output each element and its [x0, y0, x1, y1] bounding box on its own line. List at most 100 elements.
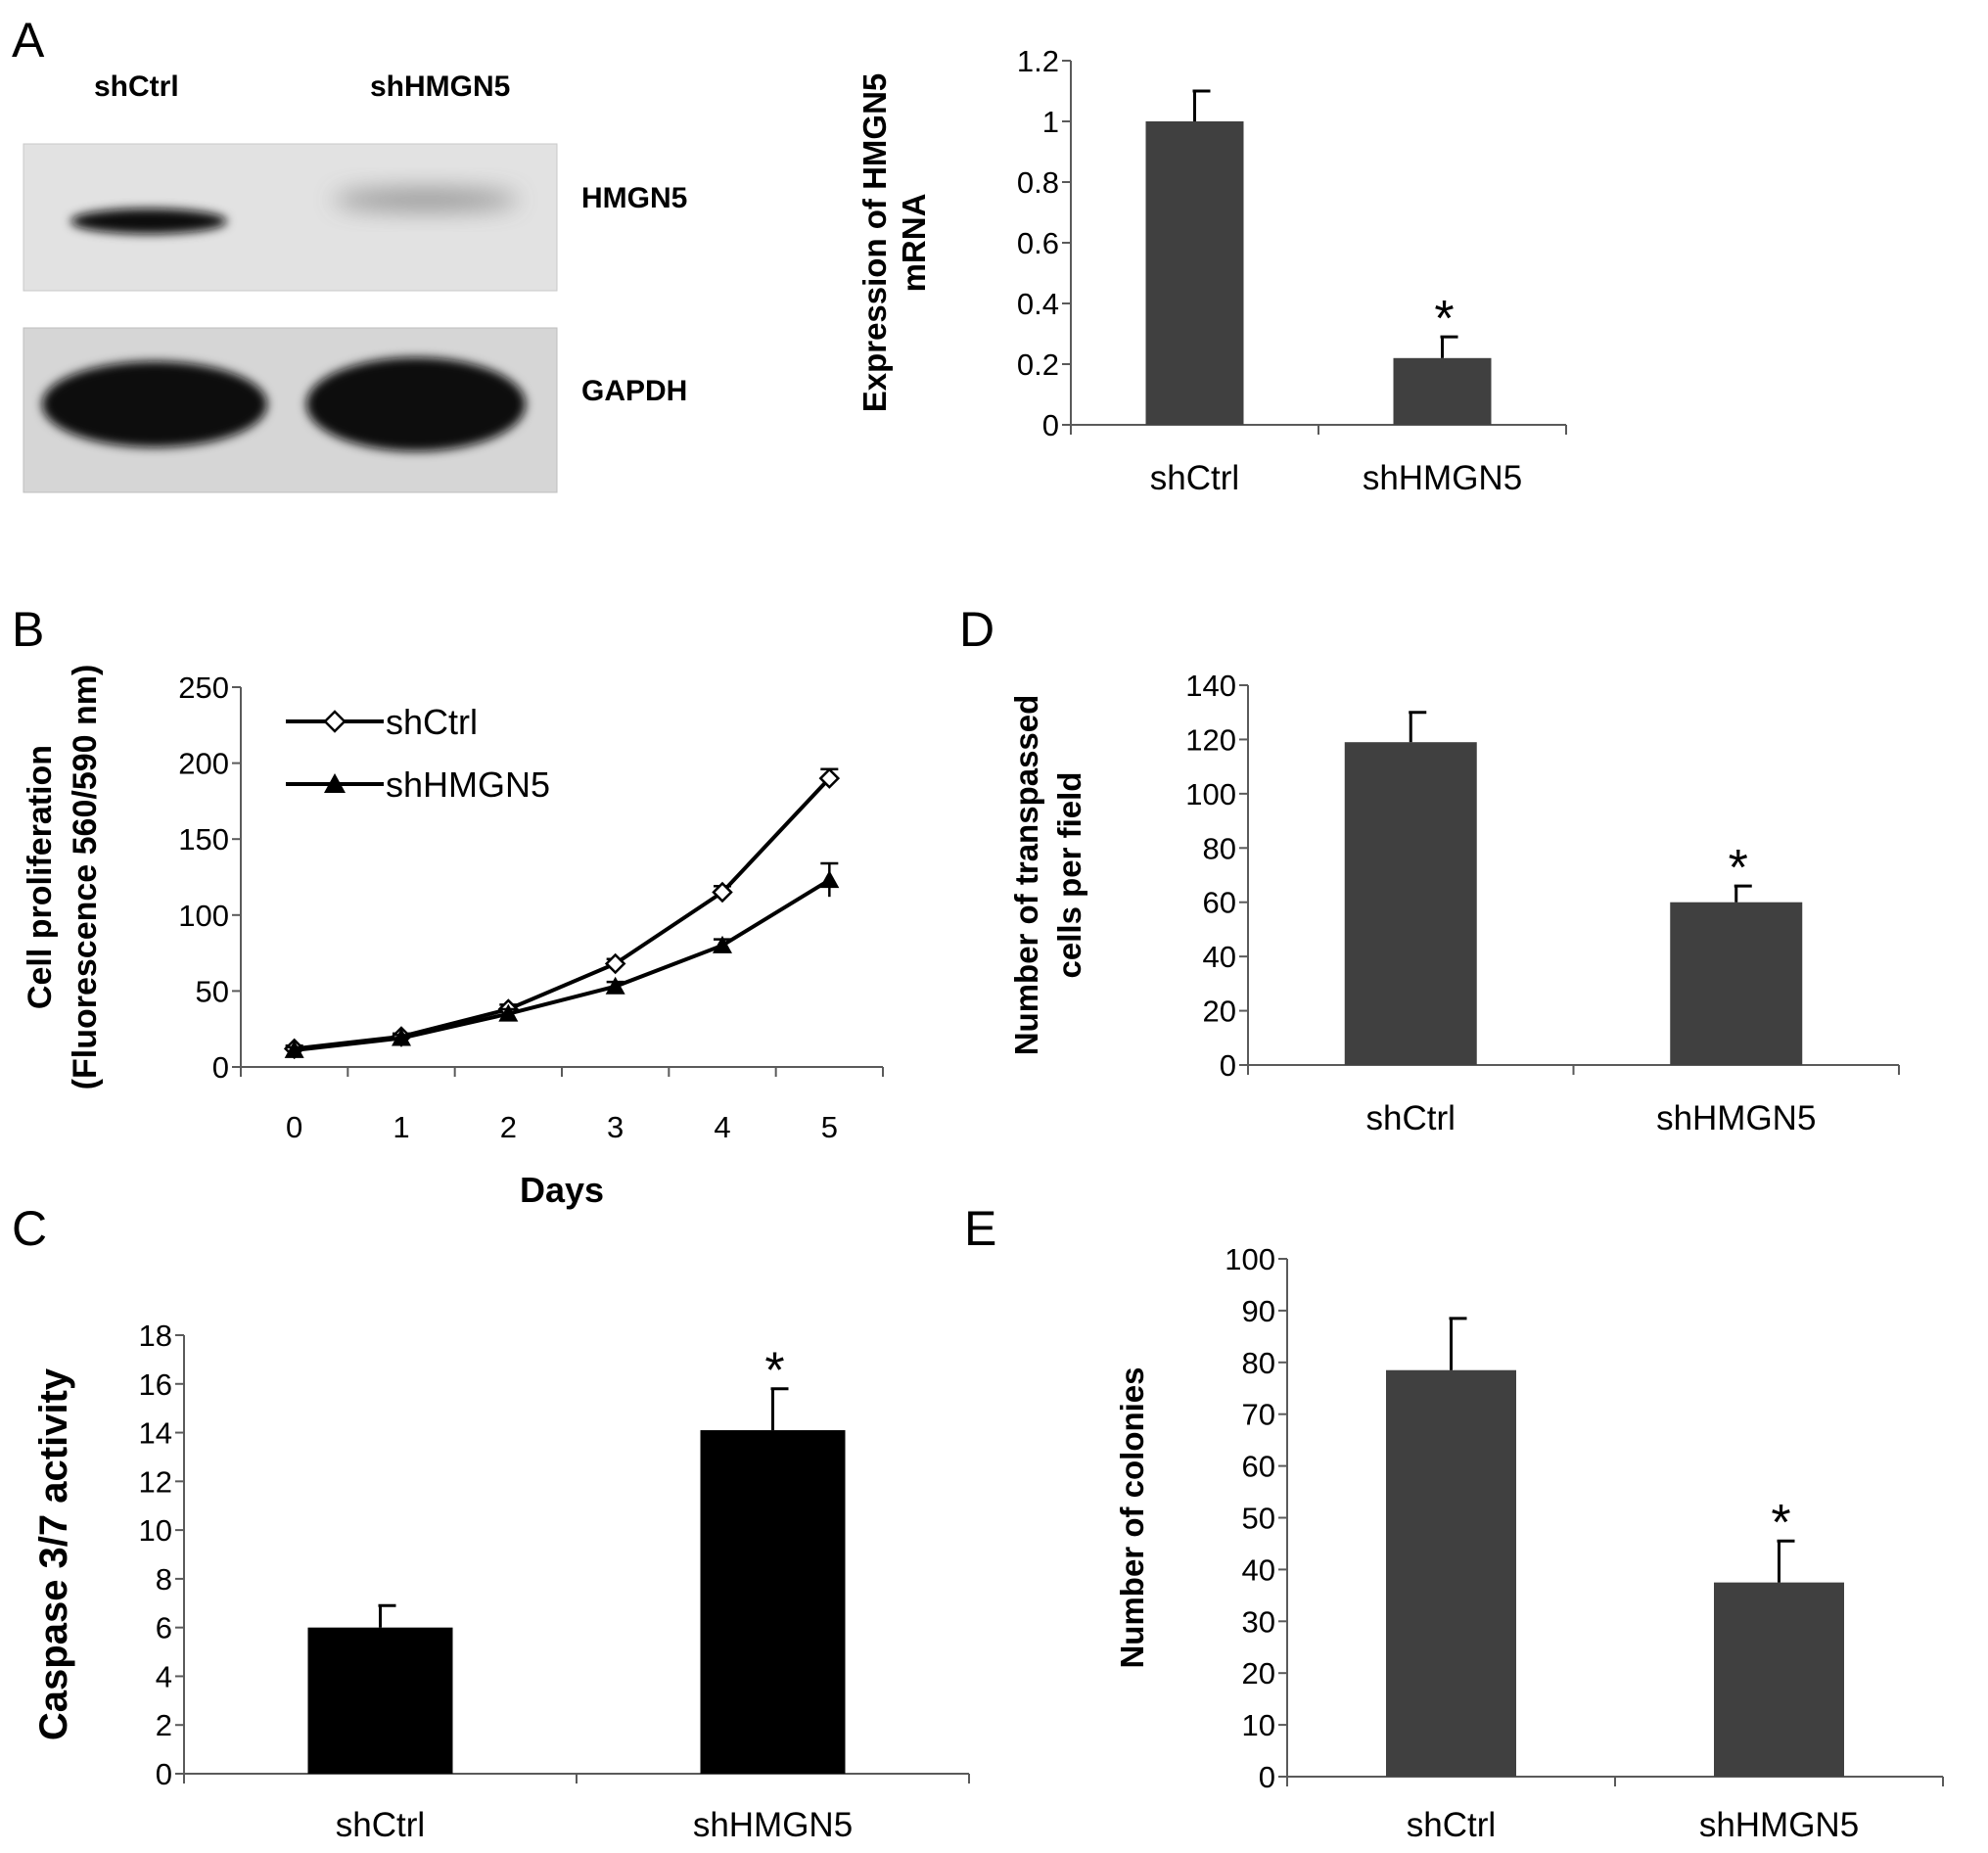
- blot-band-shctrl-gapdh: [42, 361, 267, 447]
- y-axis-title: Expression of HMGN5: [856, 73, 893, 413]
- blot-lane-label-shctrl: shCtrl: [94, 70, 179, 103]
- y-tick-label: 50: [196, 974, 229, 1008]
- x-category-label: shCtrl: [1366, 1099, 1456, 1137]
- x-tick-label: 2: [500, 1110, 517, 1144]
- x-category-label: shHMGN5: [693, 1806, 853, 1844]
- y-tick-label: 14: [139, 1416, 172, 1451]
- y-tick-label: 70: [1242, 1398, 1275, 1432]
- blot-band-shctrl-hmgn5: [70, 208, 227, 234]
- data-point-shhmgn5: [819, 870, 840, 889]
- x-category-label: shHMGN5: [1656, 1099, 1816, 1137]
- y-axis-title: Number of colonies: [1114, 1367, 1150, 1668]
- series-line-shctrl: [294, 776, 831, 1051]
- y-tick-label: 0: [156, 1757, 172, 1791]
- y-axis-title: Cell proliferation: [22, 745, 59, 1009]
- significance-star: *: [1771, 1495, 1790, 1552]
- x-category-label: shCtrl: [336, 1806, 425, 1844]
- x-tick-label: 1: [393, 1110, 409, 1144]
- y-axis-title: cells per field: [1051, 772, 1087, 979]
- y-tick-label: 140: [1185, 669, 1236, 703]
- blot-band-label-gapdh: GAPDH: [581, 375, 687, 407]
- data-point-shhmgn5: [498, 1003, 519, 1022]
- legend-marker-shctrl: [323, 710, 347, 733]
- y-axis-title: mRNA: [896, 194, 932, 293]
- y-tick-label: 16: [139, 1367, 172, 1402]
- y-tick-label: 0: [212, 1050, 229, 1085]
- blot-band-shhmgn5-hmgn5: [333, 189, 519, 210]
- bar-shhmgn5: [700, 1430, 846, 1774]
- legend-label-shctrl: shCtrl: [386, 702, 478, 742]
- x-tick-label: 3: [607, 1110, 624, 1144]
- panel-letter-b: B: [12, 602, 44, 657]
- panel-letter-e: E: [964, 1201, 996, 1256]
- y-tick-label: 0: [1042, 408, 1059, 442]
- y-axis-title: (Fluorescence 560/590 nm): [67, 665, 104, 1090]
- bar-shhmgn5: [1670, 902, 1803, 1065]
- significance-star: *: [1434, 291, 1454, 347]
- y-tick-label: 1.2: [1017, 44, 1059, 78]
- y-tick-label: 100: [1185, 777, 1236, 811]
- y-tick-label: 0.4: [1017, 287, 1059, 321]
- y-tick-label: 10: [139, 1513, 172, 1548]
- y-tick-label: 18: [139, 1319, 172, 1353]
- y-tick-label: 90: [1242, 1294, 1275, 1328]
- data-point-shhmgn5: [284, 1040, 304, 1058]
- data-point-shctrl: [712, 881, 733, 903]
- chart-a-hmgn5-mrna: 0 0.2 0.4 0.6 0.8 1 1.2 shCtrl shHMGN5 * Expressio…: [856, 44, 1567, 497]
- y-tick-label: 10: [1242, 1708, 1275, 1742]
- chart-b-cell-proliferation: 0 50 100 150 200 250 0 1 2 3 4 5 Days Cell proliferat…: [22, 665, 884, 1210]
- y-tick-label: 0.8: [1017, 165, 1059, 200]
- y-tick-label: 12: [139, 1464, 172, 1499]
- panel-letter-d: D: [959, 602, 994, 657]
- bar-shhmgn5: [1714, 1582, 1844, 1777]
- y-tick-label: 50: [1242, 1502, 1275, 1536]
- x-tick-label: 5: [821, 1110, 838, 1144]
- data-point-shhmgn5: [713, 935, 732, 953]
- data-point-shctrl: [818, 767, 841, 789]
- y-tick-label: 80: [1242, 1346, 1275, 1380]
- y-axis-title: Number of transpassed: [1008, 695, 1044, 1056]
- legend-marker-shhmgn5: [324, 773, 346, 793]
- y-tick-label: 0.2: [1017, 347, 1059, 382]
- data-point-shhmgn5: [605, 976, 625, 995]
- chart-e-colonies: 0 10 20 30 40 50 60 70 80 90 100 shCtrl shHMGN5 * Numb…: [1114, 1242, 1944, 1844]
- legend-label-shhmgn5: shHMGN5: [386, 764, 550, 805]
- y-tick-label: 60: [1203, 886, 1236, 920]
- y-tick-label: 250: [178, 671, 229, 705]
- y-tick-label: 100: [178, 899, 229, 933]
- y-tick-label: 4: [156, 1659, 172, 1693]
- data-point-shctrl: [604, 952, 626, 975]
- y-tick-label: 0: [1259, 1760, 1275, 1794]
- y-tick-label: 20: [1242, 1656, 1275, 1691]
- y-tick-label: 40: [1242, 1552, 1275, 1587]
- y-tick-label: 40: [1203, 940, 1236, 974]
- x-category-label: shHMGN5: [1699, 1806, 1859, 1844]
- x-tick-label: 0: [286, 1110, 302, 1144]
- y-tick-label: 30: [1242, 1604, 1275, 1639]
- bar-shctrl: [1386, 1369, 1516, 1777]
- y-tick-label: 0: [1220, 1048, 1236, 1083]
- y-tick-label: 1: [1042, 105, 1059, 139]
- y-tick-label: 200: [178, 747, 229, 781]
- y-axis-title: Caspase 3/7 activity: [32, 1367, 75, 1740]
- y-tick-label: 20: [1203, 995, 1236, 1029]
- x-axis-title: Days: [520, 1170, 604, 1210]
- chart-c-caspase-activity: 0 2 4 6 8 10 12 14 16 18 shCtrl shHMGN5 * Caspase 3/7…: [32, 1319, 970, 1844]
- blot-lane-label-shhmgn5: shHMGN5: [370, 70, 510, 103]
- bar-shctrl: [1344, 742, 1477, 1065]
- significance-star: *: [764, 1343, 784, 1400]
- y-tick-label: 6: [156, 1611, 172, 1645]
- bar-shctrl: [1145, 121, 1244, 425]
- blot-band-shhmgn5-gapdh: [306, 357, 526, 451]
- x-tick-label: 4: [714, 1110, 730, 1144]
- y-tick-label: 2: [156, 1708, 172, 1742]
- y-tick-label: 80: [1203, 831, 1236, 865]
- x-category-label: shCtrl: [1150, 459, 1239, 497]
- y-tick-label: 120: [1185, 722, 1236, 757]
- y-tick-label: 100: [1225, 1242, 1275, 1276]
- x-category-label: shHMGN5: [1363, 459, 1522, 497]
- series-line-shhmgn5: [294, 878, 831, 1052]
- chart-d-transpassed-cells: 0 20 40 60 80 100 120 140 shCtrl shHMGN5 * Number o…: [1008, 669, 1900, 1137]
- panel-letter-c: C: [12, 1201, 47, 1256]
